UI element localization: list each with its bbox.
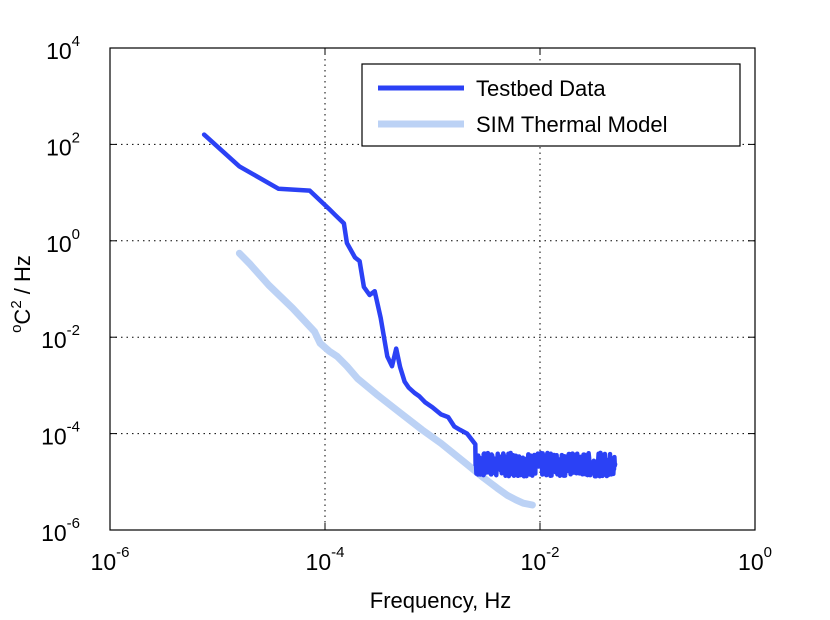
y-axis-label-unit: C <box>10 309 35 325</box>
y-tick-label-exponent: 4 <box>72 33 80 50</box>
y-tick-label-exponent: -6 <box>67 515 80 532</box>
x-tick-label-base: 10 <box>738 549 764 575</box>
y-tick-label: 10-6 <box>41 515 80 546</box>
series-line-testbed-data <box>201 132 618 479</box>
x-tick-label-base: 10 <box>306 549 332 575</box>
axis-labels: Frequency, Hz oC2 / Hz <box>8 255 511 613</box>
y-tick-label: 10-4 <box>41 419 80 450</box>
x-tick-label: 10-2 <box>521 544 560 575</box>
x-axis-label: Frequency, Hz <box>370 588 511 613</box>
y-tick-label-exponent: 2 <box>72 129 80 146</box>
x-tick-label: 10-6 <box>91 544 130 575</box>
y-tick-label-base: 10 <box>41 327 67 353</box>
y-tick-label: 104 <box>46 33 80 64</box>
y-axis-label-degree: o <box>8 325 25 333</box>
y-tick-label-base: 10 <box>46 231 72 257</box>
y-tick-label: 102 <box>46 129 80 160</box>
series-line-sim-thermal-model <box>235 249 536 509</box>
y-tick-label-base: 10 <box>41 520 67 546</box>
x-tick-label-exponent: -4 <box>331 544 344 561</box>
x-tick-label-base: 10 <box>91 549 117 575</box>
y-tick-label-exponent: -4 <box>67 419 80 436</box>
y-axis-label-suffix: / Hz <box>10 255 35 300</box>
x-tick-label-exponent: 0 <box>764 544 772 561</box>
x-tick-label-base: 10 <box>521 549 547 575</box>
y-tick-label-base: 10 <box>46 38 72 64</box>
x-tick-label: 100 <box>738 544 772 575</box>
series-lines <box>201 132 618 509</box>
legend-entry-label: SIM Thermal Model <box>476 112 668 137</box>
legend-box <box>361 63 741 147</box>
y-tick-label: 100 <box>46 226 80 257</box>
plot-frame <box>109 47 756 531</box>
x-tick-label-exponent: -6 <box>116 544 129 561</box>
x-tick-label: 10-4 <box>306 544 345 575</box>
y-axis-label-exponent: 2 <box>8 300 25 308</box>
y-tick-label-exponent: -2 <box>67 322 80 339</box>
grid-lines <box>110 48 755 530</box>
y-tick-label-exponent: 0 <box>72 226 80 243</box>
x-tick-label-exponent: -2 <box>546 544 559 561</box>
y-axis-label: oC2 / Hz <box>8 255 35 333</box>
y-tick-label-base: 10 <box>41 424 67 450</box>
legend: Testbed Data SIM Thermal Model <box>361 63 741 147</box>
legend-entry-label: Testbed Data <box>476 76 606 101</box>
y-tick-label-base: 10 <box>46 134 72 160</box>
y-tick-label: 10-2 <box>41 322 80 353</box>
